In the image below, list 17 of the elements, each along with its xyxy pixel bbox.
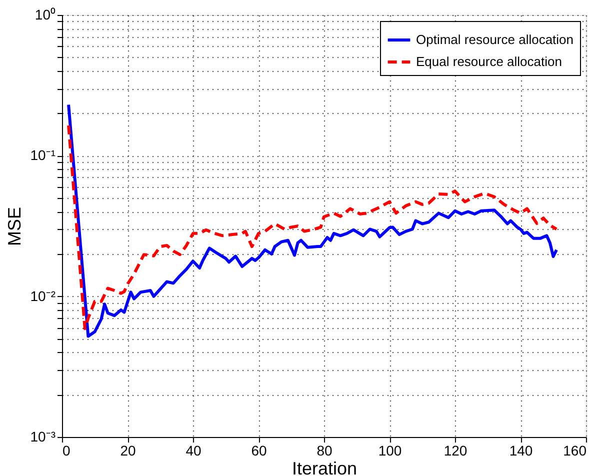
y-tick-label: 10⁻³: [30, 428, 56, 444]
x-tick-label: 40: [186, 442, 202, 458]
x-tick-label: 20: [120, 442, 136, 458]
legend-label: Equal resource allocation: [416, 54, 562, 69]
y-tick-label: 10⁻²: [30, 288, 56, 304]
x-tick-label: 120: [444, 442, 468, 458]
y-tick-label: 10⁰: [34, 6, 56, 22]
x-tick-label: 80: [316, 442, 332, 458]
x-axis-title: Iteration: [292, 458, 358, 476]
x-tick-label: 140: [509, 442, 533, 458]
x-tick-label: 100: [378, 442, 402, 458]
x-tick-label: 60: [251, 442, 267, 458]
x-tick-label: 160: [563, 442, 587, 458]
legend-label: Optimal resource allocation: [416, 32, 574, 47]
y-axis-title: MSE: [4, 206, 24, 246]
x-tick-label: 0: [62, 442, 70, 458]
y-tick-label: 10⁻¹: [30, 147, 56, 164]
